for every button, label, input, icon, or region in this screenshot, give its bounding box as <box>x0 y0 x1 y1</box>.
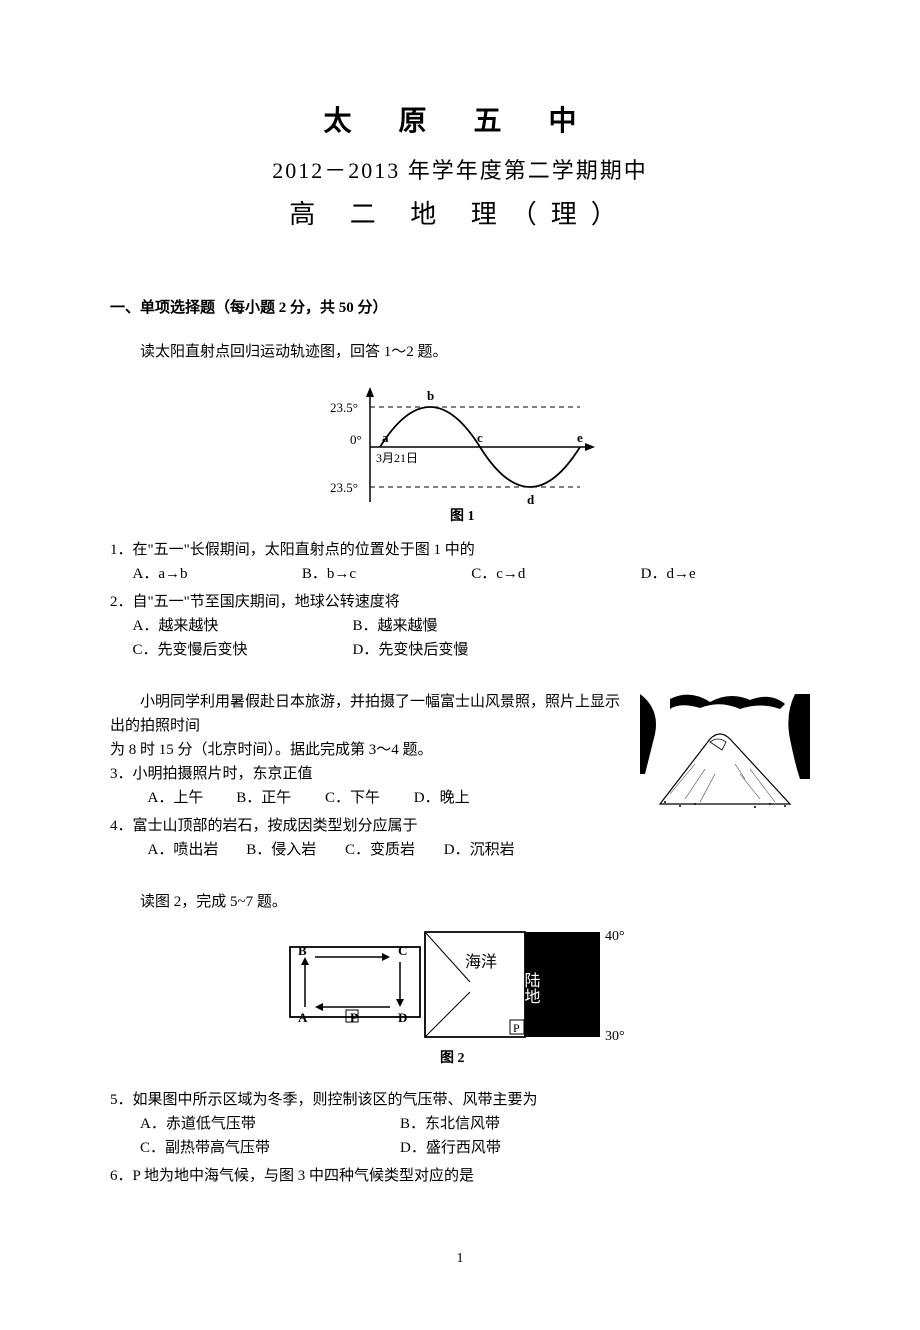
svg-text:23.5°: 23.5° <box>330 480 358 495</box>
q4-C: C．变质岩 <box>345 838 440 862</box>
section1-title: 一、单项选择题（每小题 2 分，共 50 分） <box>110 296 810 320</box>
q5-stem: 5．如果图中所示区域为冬季，则控制该区的气压带、风带主要为 <box>110 1088 810 1112</box>
q2-stem: 2．自"五一"节至国庆期间，地球公转速度将 <box>110 590 810 614</box>
q3-A: A．上午 <box>148 786 233 810</box>
q1-stem: 1．在"五一"长假期间，太阳直射点的位置处于图 1 中的 <box>110 538 810 562</box>
school-title: 太 原 五 中 <box>110 100 810 145</box>
svg-text:b: b <box>427 388 434 403</box>
q3-B: B．正午 <box>236 786 321 810</box>
svg-text:图 1: 图 1 <box>450 508 475 522</box>
q2-B: B．越来越慢 <box>353 614 573 638</box>
svg-text:海洋: 海洋 <box>465 953 497 971</box>
svg-text:40°: 40° <box>605 929 625 944</box>
svg-text:P: P <box>513 1021 520 1035</box>
svg-text:B: B <box>298 943 307 958</box>
svg-text:A: A <box>298 1010 308 1025</box>
svg-text:陆地: 陆地 <box>522 972 541 1004</box>
term-line: 2012－2013 年学年度第二学期期中 <box>110 153 810 188</box>
q6-stem: 6．P 地为地中海气候，与图 3 中四种气候类型对应的是 <box>110 1164 810 1188</box>
svg-text:23.5°: 23.5° <box>330 400 358 415</box>
svg-text:P: P <box>350 1010 358 1025</box>
figure-2: A B C D P 陆地 海洋 P 40° 30° 图 2 <box>110 922 810 1080</box>
figure-1: 23.5° 0° 23.5° 3月21日 a b c d e 图 1 <box>110 372 810 530</box>
svg-text:C: C <box>398 943 407 958</box>
svg-text:e: e <box>577 430 583 445</box>
svg-text:图 2: 图 2 <box>440 1050 465 1066</box>
intro-q5-7: 读图 2，完成 5~7 题。 <box>110 890 810 914</box>
q2-D: D．先变快后变慢 <box>353 638 573 662</box>
q4-options: A．喷出岩 B．侵入岩 C．变质岩 D．沉积岩 <box>110 838 810 862</box>
q2-options-row2: C．先变慢后变快 D．先变快后变慢 <box>110 638 810 662</box>
q2-options-row1: A．越来越快 B．越来越慢 <box>110 614 810 638</box>
q4-D: D．沉积岩 <box>444 838 539 862</box>
q5-A: A．赤道低气压带 <box>140 1112 400 1136</box>
q4-A: A．喷出岩 <box>148 838 243 862</box>
svg-text:30°: 30° <box>605 1029 625 1044</box>
q2-C: C．先变慢后变快 <box>133 638 353 662</box>
page-number: 1 <box>110 1248 810 1270</box>
q5-D: D．盛行西风带 <box>400 1136 620 1160</box>
svg-text:D: D <box>398 1010 407 1025</box>
q1-options: A．a→b B．b→c C．c→d D．d→e <box>110 562 810 586</box>
q5-options-row1: A．赤道低气压带 B．东北信风带 <box>110 1112 810 1136</box>
svg-text:d: d <box>527 492 535 507</box>
subject-title: 高 二 地 理（理） <box>110 194 810 236</box>
svg-text:3月21日: 3月21日 <box>376 451 418 465</box>
svg-text:c: c <box>477 430 483 445</box>
q1-A: A．a→b <box>133 562 302 586</box>
fuji-image <box>640 694 810 822</box>
q1-D: D．d→e <box>641 562 810 586</box>
svg-text:0°: 0° <box>350 432 362 447</box>
q5-C: C．副热带高气压带 <box>140 1136 400 1160</box>
q4-B: B．侵入岩 <box>246 838 341 862</box>
q5-options-row2: C．副热带高气压带 D．盛行西风带 <box>110 1136 810 1160</box>
q1-C: C．c→d <box>471 562 640 586</box>
q3-D: D．晚上 <box>414 786 499 810</box>
svg-text:a: a <box>382 430 389 445</box>
q3-C: C．下午 <box>325 786 410 810</box>
q5-B: B．东北信风带 <box>400 1112 620 1136</box>
intro-q1-2: 读太阳直射点回归运动轨迹图，回答 1～2 题。 <box>110 340 810 364</box>
q2-A: A．越来越快 <box>133 614 353 638</box>
q1-B: B．b→c <box>302 562 471 586</box>
